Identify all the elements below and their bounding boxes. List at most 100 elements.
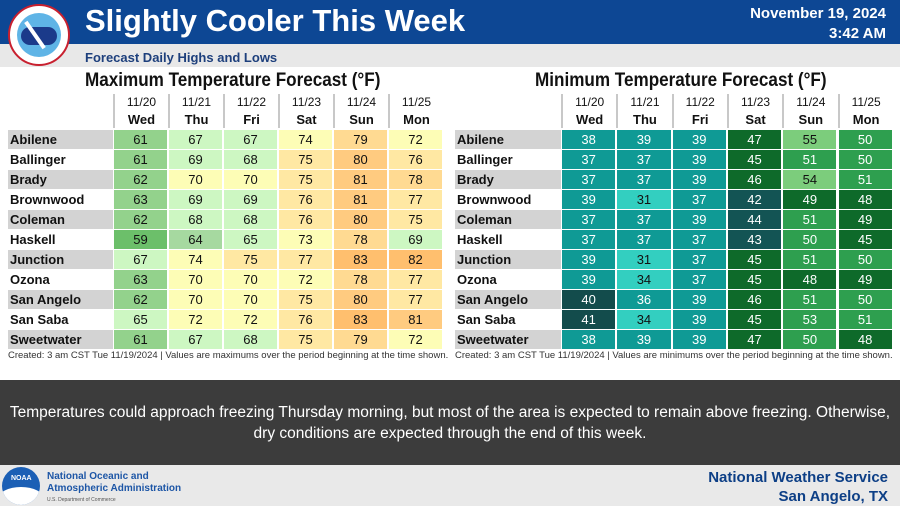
noaa-name: National Oceanic and Atmospheric Administ… [47, 471, 181, 495]
max-temp-cell: 69 [224, 190, 277, 209]
max-temp-cell: 59 [114, 230, 167, 249]
max-temp-cell: 80 [334, 150, 387, 169]
min-temp-cell: 42 [727, 190, 782, 209]
table-row: Brownwood 63 69 69 76 81 77 [8, 190, 443, 210]
max-temp-cell: 70 [169, 170, 222, 189]
max-temp-cell: 75 [389, 210, 442, 229]
max-temp-cell: 75 [224, 250, 277, 269]
max-temp-cell: 72 [389, 330, 442, 349]
min-temp-cell: 37 [672, 230, 726, 249]
column-date: 11/24 [796, 95, 826, 109]
column-date: 11/24 [346, 95, 377, 109]
min-temp-cell: 45 [838, 230, 892, 249]
max-temp-cell: 70 [224, 290, 277, 309]
max-temp-cell: 63 [114, 190, 167, 209]
max-temp-cell: 72 [279, 270, 332, 289]
max-temp-cell: 76 [279, 190, 332, 209]
max-temp-cell: 72 [224, 310, 277, 329]
column-date: 11/25 [401, 95, 432, 109]
max-temp-cell: 83 [334, 250, 387, 269]
min-temp-cell: 45 [727, 270, 782, 289]
max-temp-cell: 67 [169, 130, 222, 149]
table-row: Coleman 37 37 39 44 51 49 [455, 210, 893, 230]
max-temp-cell: 69 [169, 150, 222, 169]
max-temp-cell: 81 [334, 170, 387, 189]
table-row: Sweetwater 38 39 39 47 50 48 [455, 330, 893, 350]
city-name: San Angelo [8, 290, 113, 309]
max-temp-cell: 75 [279, 150, 332, 169]
min-temp-cell: 34 [617, 270, 671, 289]
city-name: Coleman [8, 210, 113, 229]
min-temp-cell: 37 [672, 190, 726, 209]
city-name: Ballinger [8, 150, 113, 169]
page-subtitle: Forecast Daily Highs and Lows [85, 50, 278, 65]
column-date: 11/22 [236, 95, 267, 109]
min-temp-cell: 50 [838, 290, 892, 309]
min-temp-cell: 41 [562, 310, 616, 329]
min-temp-cell: 39 [617, 130, 671, 149]
nws-location: San Angelo, TX [778, 488, 888, 505]
nws-logo [8, 4, 70, 66]
max-temp-cell: 81 [389, 310, 442, 329]
forecast-message: Temperatures could approach freezing Thu… [0, 380, 900, 465]
column-day: Sun [349, 112, 374, 127]
min-temp-cell: 45 [727, 150, 782, 169]
city-name: Ozona [8, 270, 113, 289]
min-temp-cell: 31 [617, 250, 671, 269]
column-day: Mon [403, 112, 430, 127]
min-temp-cell: 34 [617, 310, 671, 329]
column-header: 11/25 Mon [837, 94, 893, 128]
column-header: 11/21 Thu [616, 94, 671, 128]
max-temp-cell: 69 [389, 230, 442, 249]
max-temp-cell: 77 [279, 250, 332, 269]
max-temp-cell: 69 [169, 190, 222, 209]
min-temp-cell: 39 [672, 290, 726, 309]
max-temp-cell: 62 [114, 170, 167, 189]
column-header: 11/22 Fri [223, 94, 278, 128]
table-row: Abilene 61 67 67 74 79 72 [8, 130, 443, 150]
max-temp-cell: 67 [169, 330, 222, 349]
min-temp-cell: 50 [783, 330, 837, 349]
min-temp-cell: 44 [727, 210, 782, 229]
min-temp-cell: 51 [783, 150, 837, 169]
max-temp-cell: 77 [389, 290, 442, 309]
max-temp-cell: 61 [114, 330, 167, 349]
min-temp-cell: 38 [562, 130, 616, 149]
min-temp-cell: 50 [783, 230, 837, 249]
max-temp-cell: 61 [114, 150, 167, 169]
min-temp-cell: 43 [727, 230, 782, 249]
min-temp-cell: 37 [562, 150, 616, 169]
footer [0, 465, 900, 506]
max-temp-cell: 74 [279, 130, 332, 149]
min-temp-cell: 31 [617, 190, 671, 209]
min-temp-cell: 46 [727, 170, 782, 189]
issue-date: November 19, 2024 [750, 5, 886, 22]
max-temp-cell: 80 [334, 210, 387, 229]
min-temp-cell: 51 [783, 290, 837, 309]
noaa-name-line1: National Oceanic and [47, 471, 149, 482]
noaa-logo-text: NOAA [11, 475, 32, 482]
min-temp-cell: 47 [727, 130, 782, 149]
table-row: Abilene 38 39 39 47 55 50 [455, 130, 893, 150]
city-name: San Angelo [455, 290, 561, 309]
max-temp-cell: 76 [389, 150, 442, 169]
min-temp-cell: 45 [727, 250, 782, 269]
max-temp-cell: 79 [334, 330, 387, 349]
table-row: Ozona 63 70 70 72 78 77 [8, 270, 443, 290]
min-temp-cell: 48 [838, 190, 892, 209]
table-row: San Saba 65 72 72 76 83 81 [8, 310, 443, 330]
issue-time: 3:42 AM [829, 25, 886, 42]
noaa-logo: NOAA [2, 467, 40, 505]
max-temp-cell: 65 [114, 310, 167, 329]
max-temp-cell: 76 [279, 210, 332, 229]
column-date: 11/23 [291, 95, 322, 109]
city-name: Abilene [8, 130, 113, 149]
column-date: 11/21 [630, 95, 660, 109]
min-temp-cell: 48 [838, 330, 892, 349]
min-temp-cell: 51 [838, 170, 892, 189]
table-row: Haskell 37 37 37 43 50 45 [455, 230, 893, 250]
table-row: Ozona 39 34 37 45 48 49 [455, 270, 893, 290]
min-temp-cell: 39 [672, 170, 726, 189]
max-temp-cell: 70 [224, 270, 277, 289]
min-temp-cell: 45 [727, 310, 782, 329]
